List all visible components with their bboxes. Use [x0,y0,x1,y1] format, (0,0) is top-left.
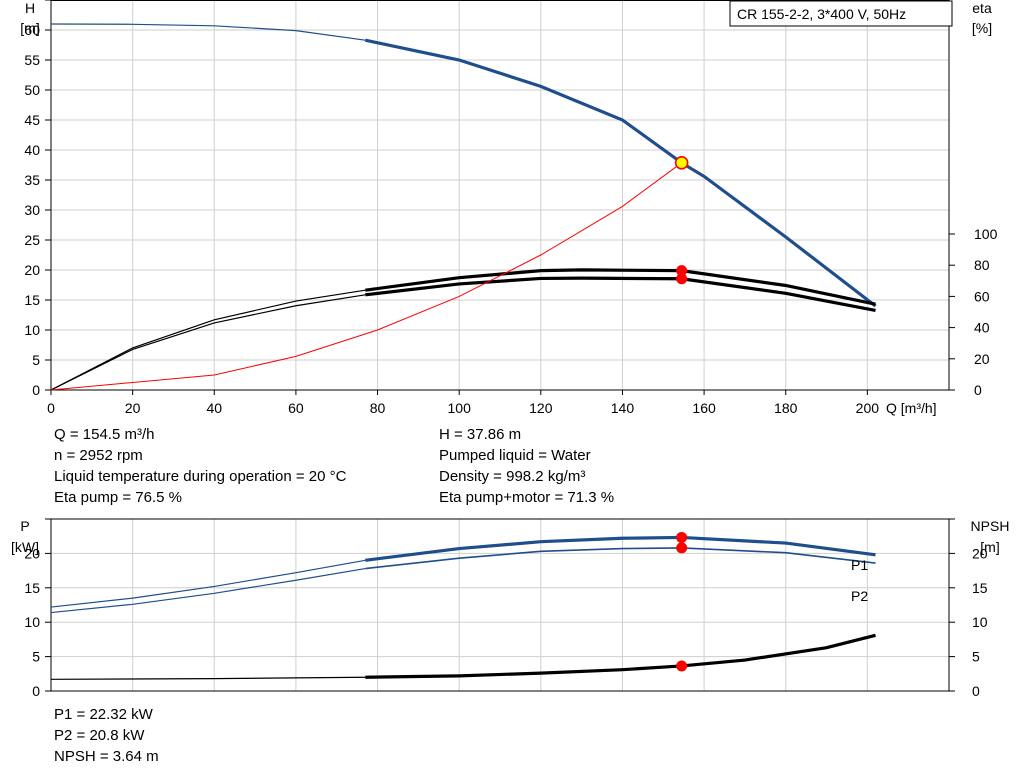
p1-curve-extrapolated [50,559,366,608]
x-tick-label: 120 [529,400,553,416]
npsh-curve-extrapolated [50,676,366,680]
y-right-tick-label: 20 [972,545,988,561]
y-right-tick-label: 80 [974,257,990,273]
eta-pump-motor-curve [365,276,876,313]
y-left-tick-label: 40 [24,142,40,158]
info-p1: P1 = 22.32 kW [54,706,153,723]
y-left-tick-label: 10 [24,614,40,630]
y-right-tick-label: 15 [972,580,988,596]
y-left-tick-label: 30 [24,202,40,218]
p1-curve [365,535,876,562]
y-left-axis-label: P [20,518,29,534]
power-duty-marker [676,531,688,543]
power-duty-marker [676,660,688,672]
power-duty-marker [676,542,688,554]
y-left-tick-label: 60 [24,22,40,38]
y-left-tick-label: 20 [24,545,40,561]
eta-pump-curve-extrapolated [50,289,366,391]
y-left-tick-label: 0 [32,683,40,699]
y-right-tick-label: 60 [974,288,990,304]
info-npsh: NPSH = 3.64 m [54,748,159,765]
x-tick-label: 160 [692,400,716,416]
duty-info-right: H = 37.86 m Pumped liquid = Water Densit… [439,424,614,508]
info-eta-pump-motor: Eta pump+motor = 71.3 % [439,489,615,506]
power-info: P1 = 22.32 kW P2 = 20.8 kW NPSH = 3.64 m [54,704,159,767]
npsh-curve [365,633,876,679]
x-axis-label: Q [m³/h] [886,400,937,416]
p2-curve-extrapolated [50,567,366,614]
head-curve-extrapolated [50,23,366,41]
plot-frame-bottom [50,518,950,692]
y-right-tick-label: 10 [972,614,988,630]
y-left-tick-label: 50 [24,82,40,98]
x-tick-label: 80 [370,400,386,416]
x-tick-label: 0 [47,400,55,416]
p1-series-label: P1 [851,557,868,573]
y-right-tick-label: 0 [972,683,980,699]
x-tick-label: 20 [125,400,141,416]
info-pumped-liquid: Pumped liquid = Water [439,447,591,464]
x-tick-label: 100 [448,400,472,416]
y-left-axis-label: H [25,0,35,16]
info-density: Density = 998.2 kg/m³ [439,468,586,485]
system-curve [50,162,682,391]
title-box [729,0,953,27]
plot-frame-top [50,0,950,391]
y-left-tick-label: 5 [32,352,40,368]
x-tick-label: 200 [856,400,880,416]
y-left-tick-label: 15 [24,580,40,596]
y-left-tick-label: 35 [24,172,40,188]
y-right-axis-label: NPSH [971,518,1010,534]
info-liquid-temp: Liquid temperature during operation = 20… [54,468,347,485]
eta-duty-marker [676,265,688,277]
y-left-tick-label: 0 [32,382,40,398]
duty-info-left: Q = 154.5 m³/h n = 2952 rpm Liquid tempe… [54,424,346,508]
y-left-axis-unit: [kW] [11,539,39,555]
info-head: H = 37.86 m [439,426,522,443]
head-curve [364,38,877,308]
eta-duty-marker [676,273,688,285]
info-eta-pump: Eta pump = 76.5 % [54,489,182,506]
y-left-tick-label: 5 [32,649,40,665]
y-left-tick-label: 20 [24,262,40,278]
y-right-tick-label: 100 [974,226,998,242]
p2-series-label: P2 [851,588,868,604]
y-right-tick-label: 40 [974,320,990,336]
y-left-tick-label: 55 [24,52,40,68]
x-tick-label: 60 [288,400,304,416]
y-left-tick-label: 25 [24,232,40,248]
eta-pump-motor-curve-extrapolated [50,294,366,391]
y-left-tick-label: 15 [24,292,40,308]
y-left-tick-label: 10 [24,322,40,338]
chart-title: CR 155-2-2, 3*400 V, 50Hz [737,6,906,22]
y-left-axis-unit: [m] [20,20,39,36]
info-flow: Q = 154.5 m³/h [54,426,155,443]
y-right-tick-label: 0 [974,382,982,398]
x-tick-label: 180 [774,400,798,416]
y-right-tick-label: 20 [974,351,990,367]
eta-pump-curve [365,268,876,306]
y-left-tick-label: 45 [24,112,40,128]
duty-point-marker [674,156,689,170]
y-right-axis-label: eta [972,0,992,16]
x-tick-label: 40 [206,400,222,416]
x-tick-label: 140 [611,400,635,416]
y-right-tick-label: 5 [972,649,980,665]
y-right-axis-unit: [%] [972,20,992,36]
info-p2: P2 = 20.8 kW [54,727,145,744]
p2-curve [365,547,876,570]
y-right-axis-unit: [m] [980,539,999,555]
info-speed: n = 2952 rpm [54,447,143,464]
